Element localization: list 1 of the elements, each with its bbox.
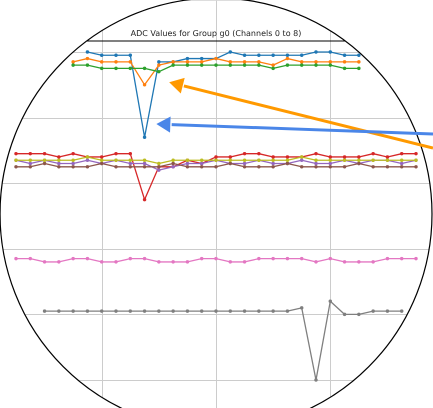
chart-title: ADC Values for Group g0 (Channels 0 to 8) (130, 29, 302, 38)
